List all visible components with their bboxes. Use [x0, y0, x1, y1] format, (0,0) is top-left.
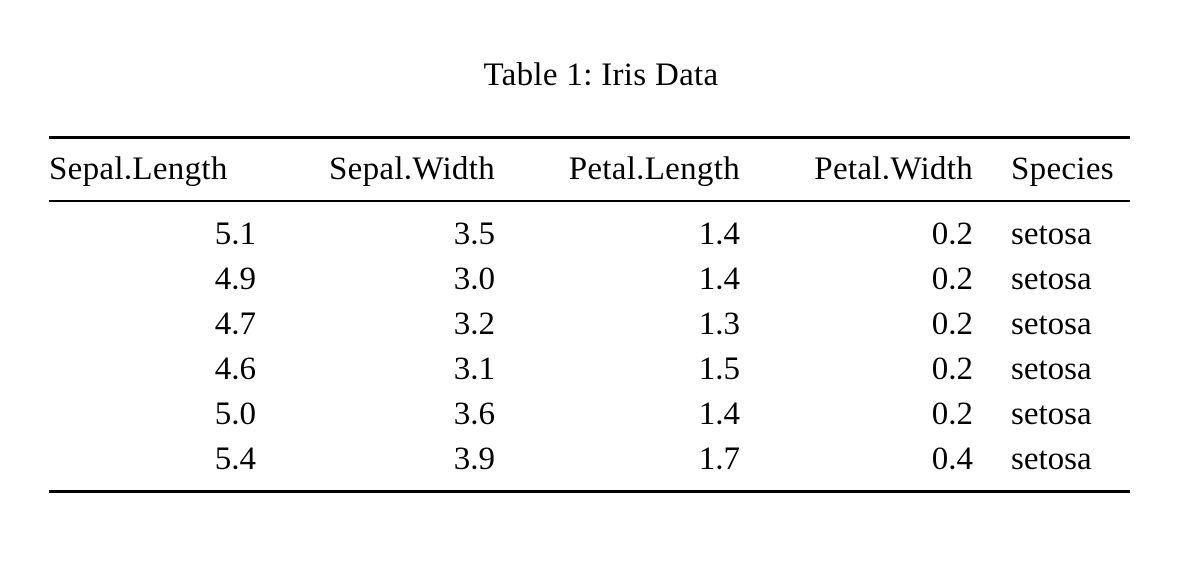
cell-sepal-width: 3.6 [453, 396, 495, 432]
cell-species: setosa [1011, 441, 1092, 477]
cell-sepal-width: 3.5 [453, 216, 495, 252]
cell-sepal-width: 3.1 [453, 351, 495, 387]
cell-petal-width: 0.2 [931, 306, 973, 342]
cell-species: setosa [1011, 216, 1092, 252]
cell-species: setosa [1011, 261, 1092, 297]
table-row: 4.9 3.0 1.4 0.2 setosa [49, 257, 1130, 302]
table-row: 5.0 3.6 1.4 0.2 setosa [49, 392, 1130, 437]
cell-petal-length: 1.4 [698, 216, 740, 252]
cell-petal-width: 0.2 [931, 261, 973, 297]
table-row: 5.4 3.9 1.7 0.4 setosa [49, 437, 1130, 492]
table-caption: Table 1: Iris Data [483, 57, 719, 93]
cell-sepal-length: 4.7 [214, 306, 256, 342]
cell-sepal-length: 5.1 [214, 216, 256, 252]
column-header-sepal-width: Sepal.Width [256, 137, 495, 202]
cell-petal-width: 0.2 [931, 396, 973, 432]
cell-petal-length: 1.4 [698, 261, 740, 297]
cell-sepal-length: 5.4 [214, 441, 256, 477]
column-header-species: Species [973, 137, 1130, 202]
cell-petal-width: 0.2 [931, 216, 973, 252]
iris-data-table: Sepal.Length Sepal.Width Petal.Length Pe… [49, 136, 1130, 493]
cell-petal-width: 0.4 [931, 441, 973, 477]
cell-species: setosa [1011, 396, 1092, 432]
table-row: 4.7 3.2 1.3 0.2 setosa [49, 302, 1130, 347]
cell-sepal-width: 3.0 [453, 261, 495, 297]
cell-petal-length: 1.7 [698, 441, 740, 477]
cell-sepal-width: 3.9 [453, 441, 495, 477]
cell-petal-length: 1.5 [698, 351, 740, 387]
cell-sepal-length: 4.9 [214, 261, 256, 297]
table-row: 5.1 3.5 1.4 0.2 setosa [49, 201, 1130, 257]
cell-petal-width: 0.2 [931, 351, 973, 387]
cell-sepal-width: 3.2 [453, 306, 495, 342]
column-header-sepal-length: Sepal.Length [49, 137, 256, 202]
cell-petal-length: 1.3 [698, 306, 740, 342]
column-header-petal-length: Petal.Length [495, 137, 740, 202]
column-header-petal-width: Petal.Width [740, 137, 973, 202]
cell-species: setosa [1011, 351, 1092, 387]
table-header-row: Sepal.Length Sepal.Width Petal.Length Pe… [49, 137, 1130, 202]
cell-sepal-length: 4.6 [214, 351, 256, 387]
table-row: 4.6 3.1 1.5 0.2 setosa [49, 347, 1130, 392]
cell-petal-length: 1.4 [698, 396, 740, 432]
cell-sepal-length: 5.0 [214, 396, 256, 432]
cell-species: setosa [1011, 306, 1092, 342]
